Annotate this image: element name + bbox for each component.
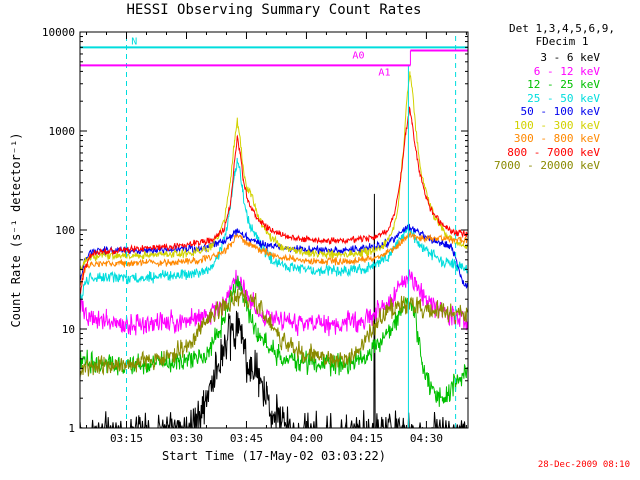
series-line-100-300-kev [80, 71, 468, 272]
legend-entry-800-7000-kev: 800 - 7000 keV [507, 145, 600, 159]
attenuator-label-a1: A1 [378, 67, 390, 78]
series-group [80, 71, 468, 428]
night-flag-label: N [131, 36, 137, 47]
series-line-800-7000-kev [80, 106, 468, 295]
x-tick-label: 04:00 [290, 432, 323, 445]
legend-title-line1: Det 1,3,4,5,6,9, [509, 22, 615, 35]
attenuator-label-a0: A0 [352, 50, 364, 61]
chart-title: HESSI Observing Summary Count Rates [126, 2, 422, 18]
y-tick-label: 1000 [49, 125, 76, 138]
x-tick-label: 03:45 [230, 432, 263, 445]
x-tick-label: 04:15 [350, 432, 383, 445]
y-tick-label: 10 [62, 323, 75, 336]
x-axis-label: Start Time (17-May-02 03:03:22) [162, 449, 386, 463]
series-line-50-100-kev [80, 223, 468, 290]
x-tick-label: 04:30 [410, 432, 443, 445]
y-tick-label: 100 [55, 224, 75, 237]
series-line-25-50-kev [80, 157, 468, 301]
legend-entry-25-50-kev: 25 - 50 keV [527, 91, 600, 105]
y-tick-label: 10000 [42, 26, 75, 39]
x-tick-label: 03:15 [110, 432, 143, 445]
legend-entry-6-12-kev: 6 - 12 keV [533, 64, 600, 78]
legend-title-line2: FDecim 1 [535, 35, 589, 48]
y-axis-label: Count Rate (s⁻¹ detector⁻¹) [9, 132, 23, 328]
series-line-300-800-kev [80, 231, 468, 286]
series-line-7000-20000-kev [80, 288, 468, 378]
legend: Det 1,3,4,5,6,9, FDecim 1 3 - 6 keV 6 - 1… [488, 22, 636, 173]
legend-entry-12-25-kev: 12 - 25 keV [527, 78, 600, 91]
legend-entry-300-800-kev: 300 - 800 keV [513, 132, 600, 145]
legend-entries: 3 - 6 keV 6 - 12 keV 12 - 25 keV 25 - 50 ke… [488, 51, 636, 173]
legend-entry-50-100-kev: 50 - 100 keV [520, 105, 600, 118]
flag-group: N A0 A1 [80, 32, 468, 428]
series-line-12-25-kev [80, 275, 468, 407]
x-tick-label: 03:30 [170, 432, 203, 445]
axes-group: 03:15 03:30 03:45 04:00 04:15 04:30 1 10 100 1000… [42, 26, 469, 445]
timestamp: 28-Dec-2009 08:10 [537, 460, 630, 470]
legend-entry-7000-20000-kev: 7000 - 20000 keV [494, 159, 600, 172]
legend-entry-3-6-kev: 3 - 6 keV [540, 51, 600, 64]
series-line-3-6-kev [80, 193, 468, 428]
series-line-6-12-kev [80, 269, 468, 337]
y-tick-label: 1 [68, 422, 75, 435]
legend-entry-100-300-kev: 100 - 300 keV [513, 118, 600, 132]
